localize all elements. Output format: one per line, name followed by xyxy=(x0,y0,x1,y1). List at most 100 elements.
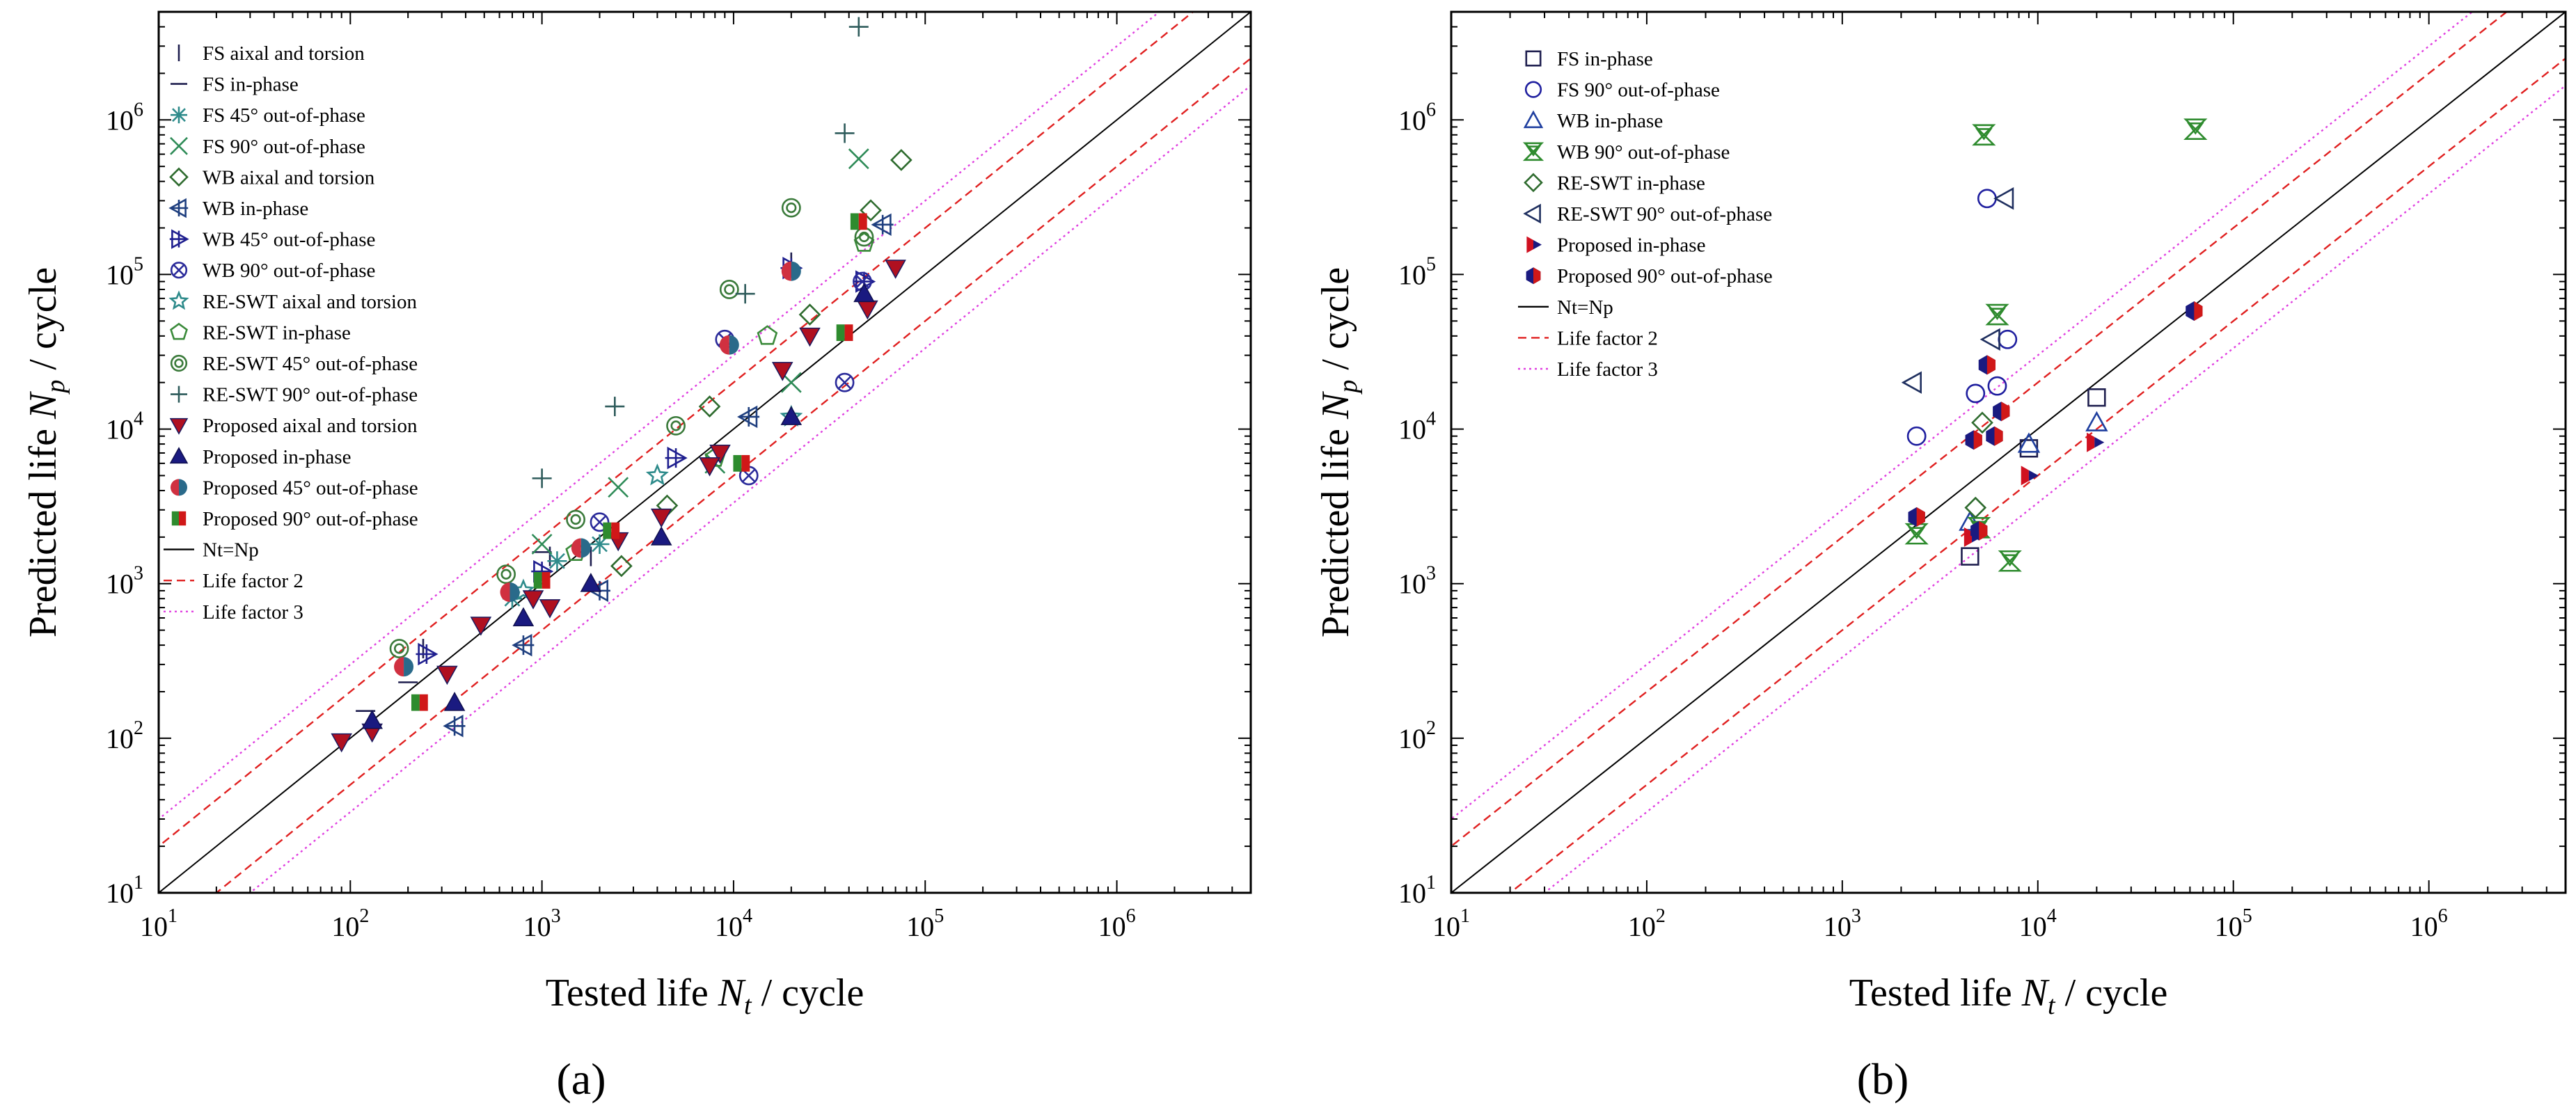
reference-line-life-factor-2 xyxy=(1451,12,2508,848)
data-point xyxy=(1906,426,1927,446)
data-point xyxy=(1908,507,1925,527)
legend-marker xyxy=(1524,173,1543,193)
data-point xyxy=(331,733,352,753)
panel-label-a: (a) xyxy=(556,1054,606,1104)
legend-marker xyxy=(170,354,188,372)
legend-label: Proposed aixal and torsion xyxy=(203,415,418,437)
legend-label: Nt=Np xyxy=(203,539,259,562)
reference-lines xyxy=(1451,12,2566,893)
data-point xyxy=(1904,523,1929,545)
data-point xyxy=(1998,550,2022,572)
data-point xyxy=(781,198,801,218)
data-point xyxy=(2017,432,2041,453)
legend-marker xyxy=(170,322,188,340)
data-point xyxy=(539,599,561,619)
legend: FS in-phase FS 90° out-of-phase WB in-phas… xyxy=(1518,48,1773,381)
legend-label: RE-SWT 90° out-of-phase xyxy=(1557,203,1772,225)
data-point xyxy=(2021,466,2039,486)
panel-a: 101 102 103 104 105 106 101 102 103 104 105 106 Test… xyxy=(22,10,1252,1020)
data-point xyxy=(645,463,669,486)
legend-label: Life factor 2 xyxy=(203,570,303,592)
x-tick-label: 104 xyxy=(715,905,752,942)
data-point xyxy=(1971,411,1993,434)
data-point xyxy=(496,564,516,585)
reference-line-nt-np xyxy=(159,12,1251,893)
y-axis-title: Predicted life Np / cycle xyxy=(1314,267,1363,637)
data-point xyxy=(531,534,553,555)
x-tick-label: 101 xyxy=(140,905,177,942)
legend-label: WB 90° out-of-phase xyxy=(1557,141,1730,164)
legend-marker xyxy=(170,262,188,279)
legend-label: Proposed 45° out-of-phase xyxy=(203,477,418,499)
data-point xyxy=(580,573,602,592)
reference-line-nt-np xyxy=(1451,12,2566,893)
y-tick-label: 105 xyxy=(106,253,143,290)
data-point xyxy=(533,572,551,589)
legend-label: FS 90° out-of-phase xyxy=(203,136,365,158)
data-point xyxy=(2183,118,2208,141)
legend-marker xyxy=(1525,50,1542,67)
data-point xyxy=(853,283,875,303)
reference-line-life-factor-3 xyxy=(248,84,1251,893)
legend-marker xyxy=(170,136,188,155)
data-point xyxy=(699,457,720,477)
data-point xyxy=(1972,124,1996,146)
legend-label: WB aixal and torsion xyxy=(203,166,375,189)
legend: FS aixal and torsion FS in-phase FS 45° ou… xyxy=(164,42,418,623)
data-point xyxy=(835,123,855,143)
data-point xyxy=(848,148,869,170)
legend-label: RE-SWT in-phase xyxy=(203,321,351,344)
x-tick-label: 105 xyxy=(906,905,944,942)
x-tick-label: 102 xyxy=(331,905,369,942)
data-point xyxy=(361,709,383,729)
legend-label: WB 90° out-of-phase xyxy=(203,260,375,282)
legend-marker xyxy=(168,198,189,219)
data-point xyxy=(698,395,721,418)
y-tick-label: 101 xyxy=(106,872,143,909)
data-point xyxy=(443,715,466,738)
legend-marker xyxy=(1524,81,1542,98)
data-point xyxy=(2087,432,2105,452)
legend-label: FS in-phase xyxy=(203,74,299,96)
data-point xyxy=(603,522,620,539)
data-point xyxy=(443,692,466,711)
legend-label: RE-SWT in-phase xyxy=(1557,172,1705,194)
legend-marker xyxy=(171,106,187,124)
data-point xyxy=(1985,303,2009,326)
data-point xyxy=(733,454,750,472)
data-point xyxy=(798,303,821,326)
data-point xyxy=(890,149,912,171)
data-points xyxy=(1901,118,2208,572)
y-tick-label: 104 xyxy=(1398,408,1436,445)
data-point xyxy=(1977,189,1997,209)
data-point xyxy=(2087,388,2106,407)
x-axis-title: Tested life Nt / cycle xyxy=(546,971,864,1020)
data-point xyxy=(436,665,458,685)
legend-marker xyxy=(169,229,189,249)
x-tick-label: 103 xyxy=(1824,905,1861,942)
data-point xyxy=(850,213,867,230)
data-point xyxy=(665,446,688,470)
data-point xyxy=(416,642,438,666)
reference-lines xyxy=(159,12,1251,893)
legend-marker xyxy=(171,386,187,403)
legend-label: Life factor 3 xyxy=(203,601,303,623)
x-tick-label: 102 xyxy=(1628,905,1666,942)
y-tick-label: 103 xyxy=(106,563,143,600)
legend-marker xyxy=(169,418,189,435)
y-tick-label: 106 xyxy=(1398,99,1436,136)
data-point xyxy=(2085,411,2108,431)
data-point xyxy=(650,508,672,528)
data-point xyxy=(512,633,535,657)
data-point xyxy=(719,280,739,299)
legend-label: RE-SWT aixal and torsion xyxy=(203,291,417,313)
legend-label: Proposed 90° out-of-phase xyxy=(203,508,418,530)
reference-line-life-factor-3 xyxy=(1543,84,2566,893)
data-point xyxy=(771,362,793,381)
legend-label: Nt=Np xyxy=(1557,296,1613,319)
y-tick-label: 102 xyxy=(106,717,143,754)
legend-marker xyxy=(171,479,187,496)
reference-line-life-factor-2 xyxy=(214,57,1251,893)
legend-marker xyxy=(171,511,187,526)
